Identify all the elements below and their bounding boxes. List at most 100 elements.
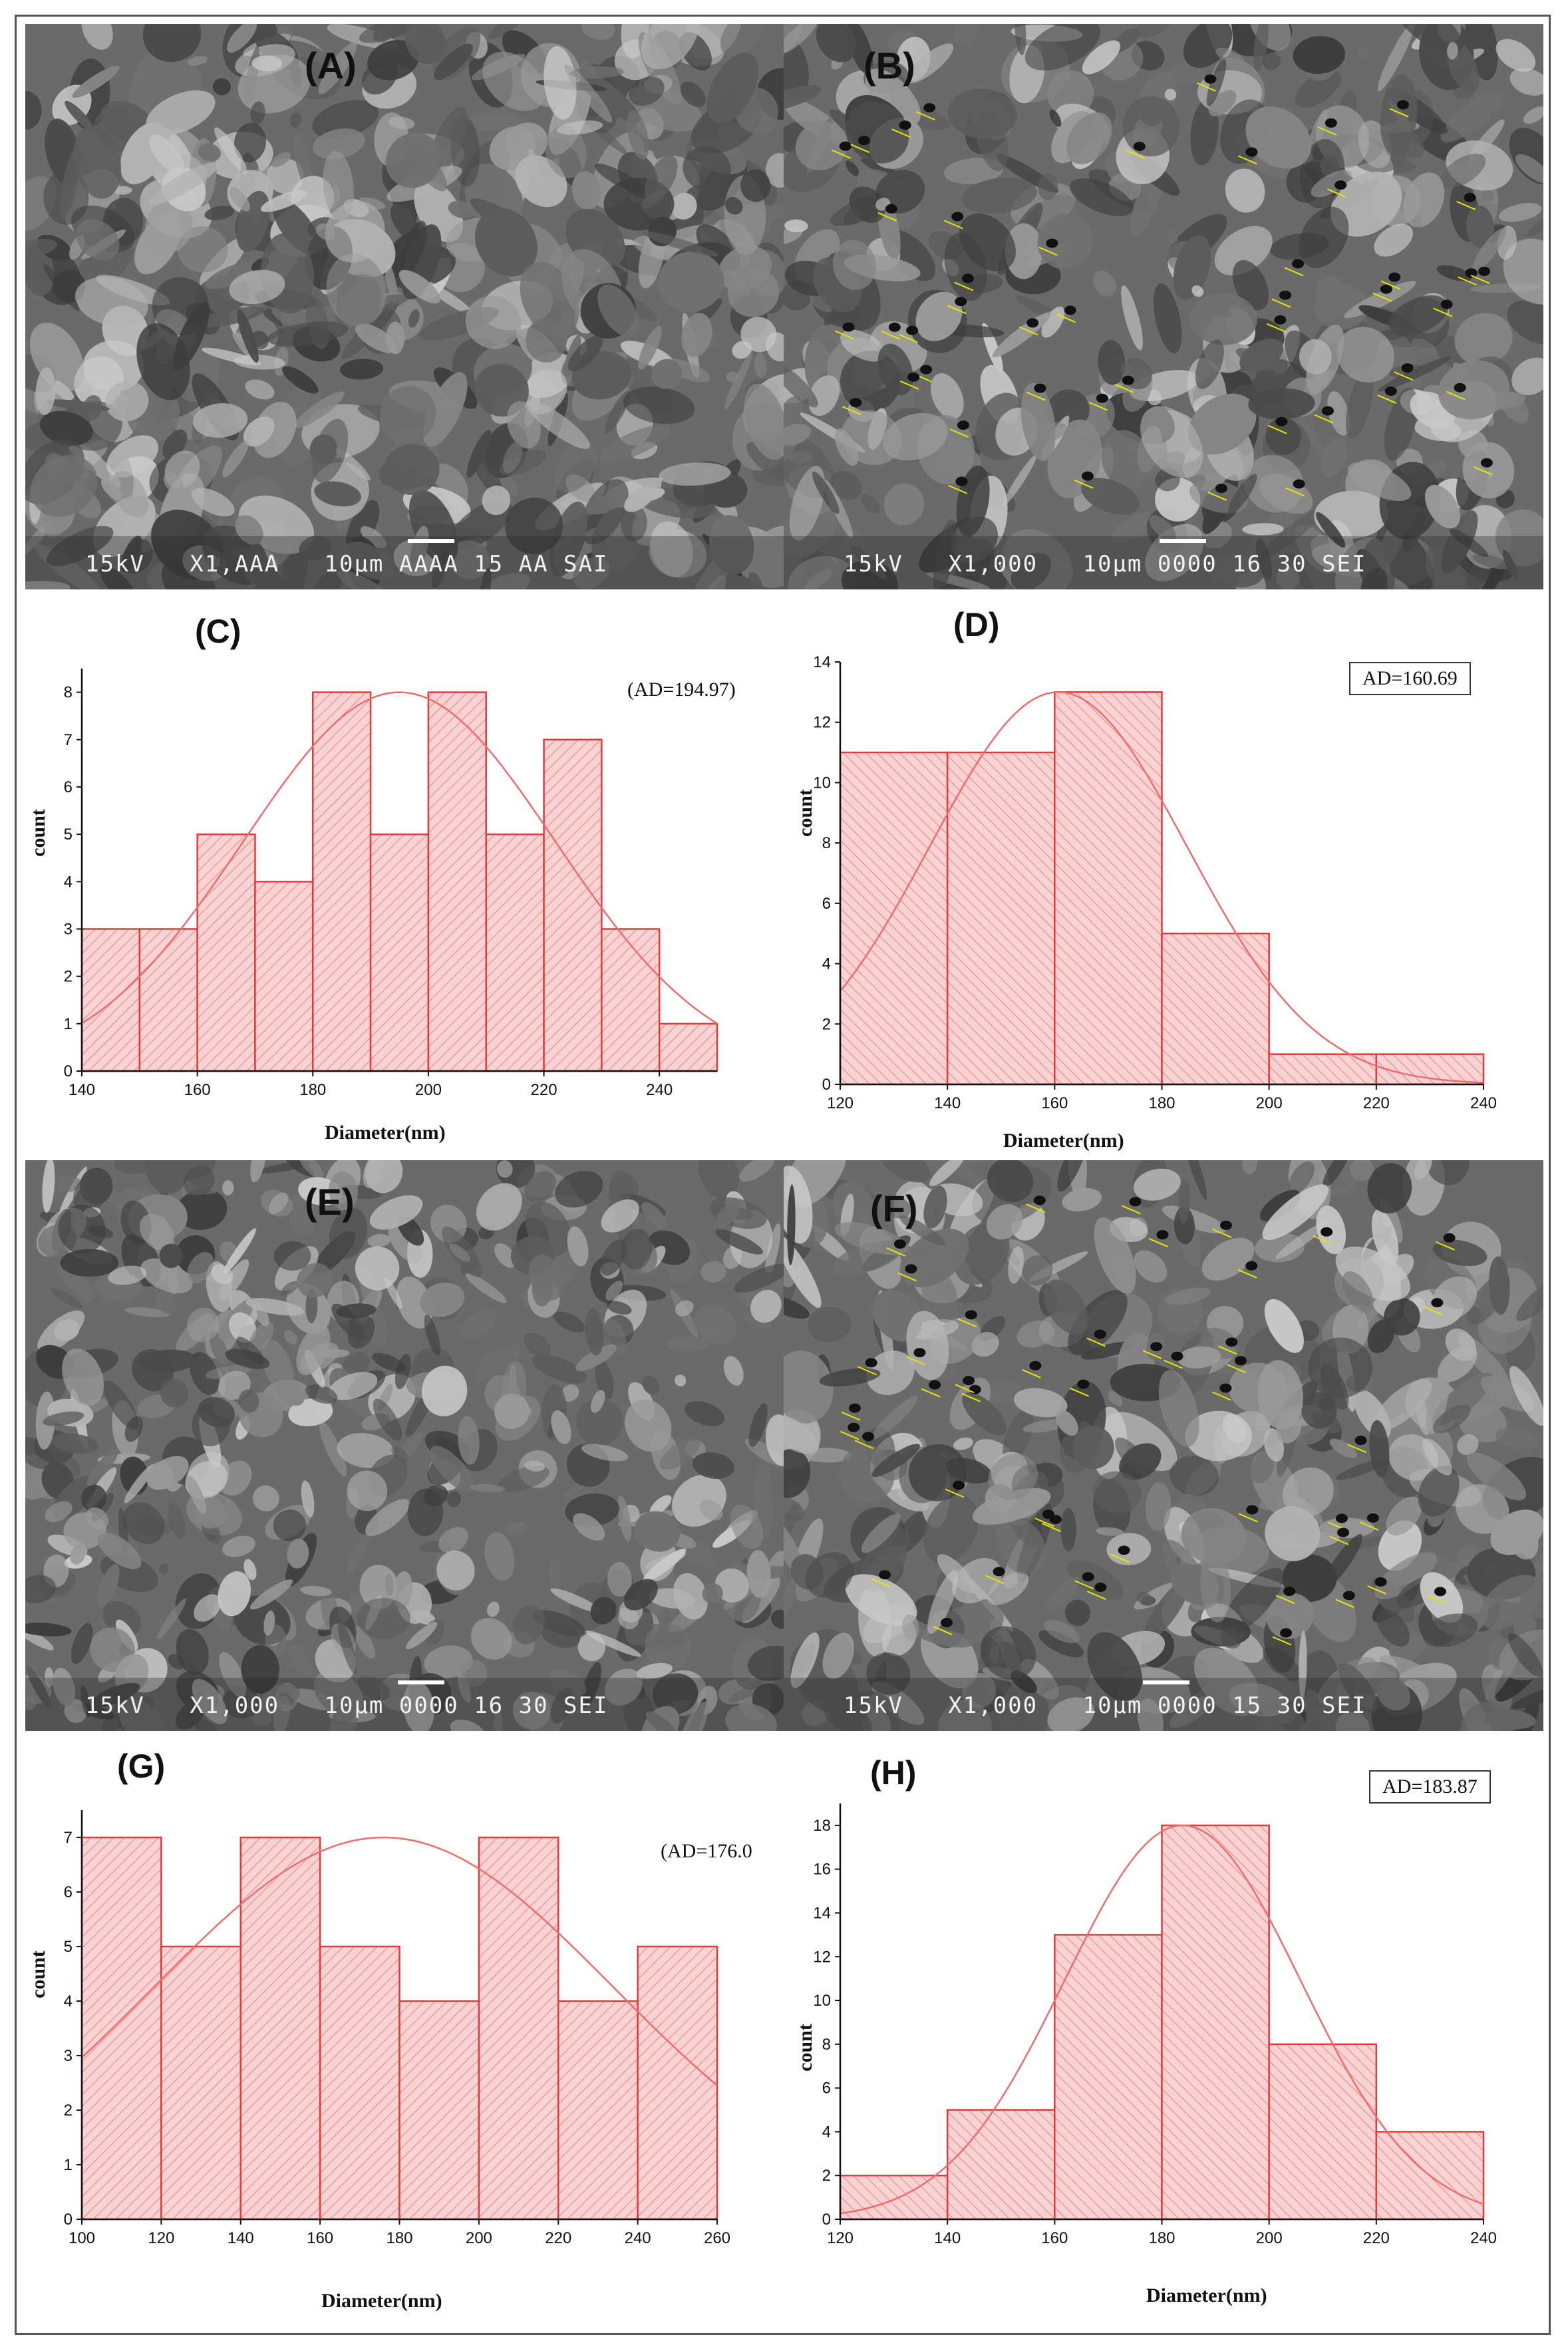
y-tick: 8 [822,834,840,852]
measurement-marker [1313,1235,1333,1245]
measurement-tag [1094,1329,1106,1339]
measurement-tag [1275,416,1288,426]
measurement-marker [1285,487,1305,497]
y-tick: 6 [822,895,840,913]
y-tick: 4 [822,955,840,973]
y-tick: 10 [813,1992,840,2010]
histogram-bar [138,928,198,1072]
x-tick: 140 [934,2219,961,2247]
measurement-marker [1042,1523,1062,1533]
measurement-tag [842,322,855,332]
y-tick-label: 4 [64,1992,73,2010]
x-tick: 140 [228,2219,254,2247]
measurement-marker [954,281,974,291]
y-tick-label: 2 [822,2167,831,2185]
measurement-marker [1126,150,1146,160]
measurement-tag [888,322,901,332]
measurement-tag [1334,180,1347,190]
x-tick: 240 [625,2219,651,2247]
y-tick: 4 [64,1992,82,2010]
measurement-marker [1284,267,1304,277]
y-tick-label: 0 [64,2211,73,2229]
measurement-tag [1033,1195,1046,1205]
measurement-marker [1110,1553,1130,1563]
measurement-marker [1034,1517,1054,1527]
measurement-marker [1238,155,1257,165]
y-tick-label: 12 [813,714,831,732]
x-tick-label: 220 [1363,2229,1390,2247]
histogram-bar [312,691,372,1072]
sem-texture [25,1160,784,1731]
x-tick: 200 [466,2219,492,2247]
measurement-marker [1359,1521,1379,1531]
measurement-tag [1388,272,1401,282]
x-tick-label: 140 [934,2229,961,2247]
measurement-tag [1118,1545,1130,1555]
measurement-marker [1212,1228,1232,1238]
measurement-marker [1446,391,1466,400]
y-tick: 4 [64,873,82,891]
y-tick: 6 [64,778,82,796]
histogram-bar [1268,2043,1378,2221]
histogram-bar [839,2174,949,2221]
measurement-marker [1394,371,1414,381]
y-tick: 12 [813,714,840,732]
measurement-marker [1426,1595,1446,1605]
sem-footer-a: 15kV X1,AAA 10μm AAAA 15 AA SAI [85,551,609,577]
y-tick: 2 [822,2167,840,2185]
measurement-marker [1367,1585,1386,1595]
y-tick: 3 [64,920,82,938]
measurement-tag [1431,1298,1444,1308]
y-tick: 14 [813,1904,840,1922]
y-tick: 8 [822,2036,840,2054]
measurement-marker [933,1626,953,1635]
sem-footer-f: 15kV X1,000 10μm 0000 15 30 SEI [844,1692,1367,1719]
y-tick-label: 8 [64,684,73,702]
histogram-bar [369,833,430,1072]
measurement-tag [1245,147,1258,157]
scale-bar [408,539,454,543]
measurement-marker [1389,108,1409,118]
measurement-marker [1377,394,1397,404]
measurement-tag [1026,318,1039,328]
measurement-marker [1237,1269,1257,1279]
measurement-tag [1046,238,1058,248]
y-tick-label: 5 [64,1938,73,1956]
y-tick: 5 [64,1938,82,1956]
measurement-tag [1478,266,1491,276]
measurement-marker [1038,246,1058,256]
measurement-tag [893,1239,906,1249]
x-tick: 160 [307,2219,333,2247]
measurement-tag [907,372,920,382]
histogram-c: 140 160 180 200 220 240 0 1 2 3 4 5 6 7 8 (C) (AD=194.… [25,592,784,1158]
measurement-marker [1164,1359,1183,1369]
sem-image-b: (B) 15kV X1,000 10μm 0000 16 30 SEI [784,24,1543,589]
measurement-marker [841,1411,861,1421]
histogram-bar [485,833,545,1072]
panel-label-h: (H) [870,1754,917,1792]
x-tick-label: 240 [1470,1094,1497,1112]
scale-bar [1160,539,1206,543]
measurement-tag [941,1618,953,1628]
x-tick: 220 [531,1071,557,1099]
measurement-tag [1354,1436,1367,1446]
y-tick: 2 [822,1015,840,1033]
x-tick-label: 200 [1256,1094,1283,1112]
y-tick: 6 [64,1883,82,1901]
x-tick: 160 [1041,2219,1068,2247]
measurement-tag [1082,1572,1094,1582]
gaussian-fit-curve [840,691,1484,1084]
average-diameter-label: (AD=176.0 [661,1840,752,1862]
y-tick: 4 [822,2123,840,2141]
y-tick-label: 2 [822,1015,831,1033]
measurement-tag [1029,1360,1042,1370]
measurement-marker [850,144,870,154]
gaussian-fit-curve [840,1824,1484,2215]
measurement-tag [1094,1583,1107,1593]
histogram-bar [557,2000,639,2221]
x-tick: 120 [827,1084,854,1112]
measurement-tag [1454,383,1466,392]
y-tick-label: 16 [813,1861,831,1879]
average-diameter-label: AD=160.69 [1349,662,1471,695]
measurement-marker [948,484,967,494]
